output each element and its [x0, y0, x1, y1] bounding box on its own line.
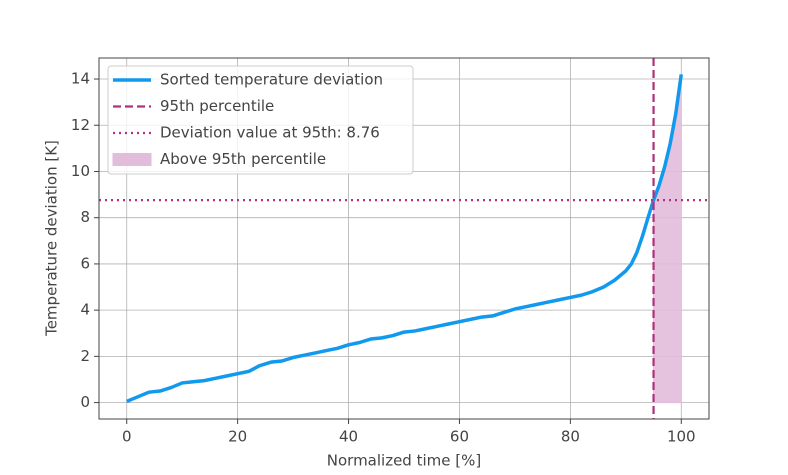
x-tick-label: 40: [339, 428, 358, 446]
y-tick-label: 6: [80, 254, 90, 272]
y-axis-label: Temperature deviation [K]: [43, 140, 61, 337]
fill-area: [653, 74, 682, 404]
legend-box: [107, 65, 414, 175]
y-tick-label: 2: [80, 347, 90, 365]
plot-frame: [98, 57, 710, 420]
x-tick-label: 20: [228, 428, 247, 446]
x-tick-label: 60: [450, 428, 469, 446]
legend-label: Above 95th percentile: [160, 150, 326, 168]
y-tick-label: 4: [80, 301, 90, 319]
x-tick-label: 80: [561, 428, 580, 446]
y-tick-label: 10: [71, 162, 90, 180]
legend: Sorted temperature deviation 95th percent…: [107, 65, 414, 175]
legend-label: Deviation value at 95th: 8.76: [160, 124, 380, 142]
y-tick-label: 8: [80, 208, 90, 226]
legend-label: Sorted temperature deviation: [160, 71, 383, 89]
x-tick-label: 100: [667, 428, 696, 446]
x-axis-label: Normalized time [%]: [327, 452, 481, 470]
legend-label: 95th percentile: [160, 97, 274, 115]
legend-swatch: [112, 153, 152, 166]
data-line: [126, 74, 684, 404]
y-tick-label: 12: [71, 116, 90, 134]
y-tick-label: 0: [80, 393, 90, 411]
x-tick-label: 0: [122, 428, 132, 446]
y-tick-label: 14: [71, 70, 90, 88]
